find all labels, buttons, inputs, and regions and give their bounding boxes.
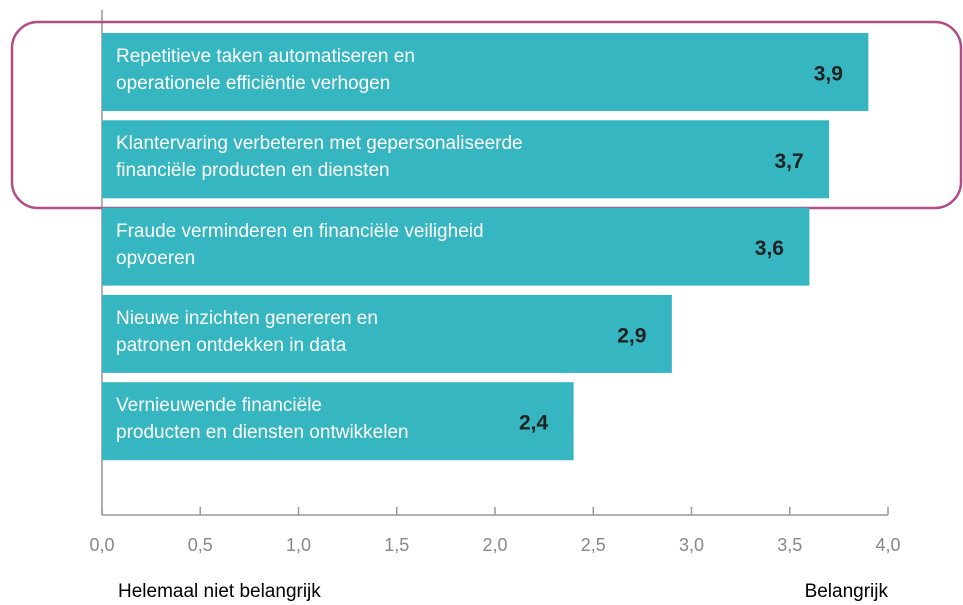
x-label-right: Belangrijk: [805, 581, 889, 602]
value-label: 2,9: [617, 324, 646, 347]
x-tick-label: 4,0: [875, 535, 900, 555]
category-label-box: Vernieuwende financiële producten en die…: [116, 395, 409, 444]
category-label: Fraude verminderen en financiële veiligh…: [116, 220, 484, 269]
bar: [102, 33, 869, 111]
value-label: 2,4: [519, 412, 549, 435]
category-label: Klantervaring verbeteren met gepersonali…: [116, 133, 523, 182]
category-label-box: Klantervaring verbeteren met gepersonali…: [116, 133, 523, 182]
category-label: Vernieuwende financiële producten en die…: [116, 395, 409, 444]
bar: [102, 120, 830, 199]
bar: [102, 207, 810, 286]
x-tick-label: 1,0: [286, 535, 311, 555]
x-tick-label: 0,5: [188, 535, 213, 555]
category-label: Nieuwe inzichten genereren en patronen o…: [116, 307, 378, 356]
x-tick-label: 3,0: [679, 535, 704, 555]
bar: [102, 294, 672, 373]
x-tick-label: 1,5: [384, 535, 409, 555]
category-label-box: Repetitieve taken automatiseren en opera…: [116, 46, 415, 94]
category-label-box: Fraude verminderen en financiële veiligh…: [116, 220, 484, 269]
category-label-box: Nieuwe inzichten genereren en patronen o…: [116, 307, 378, 356]
x-tick-label: 2,5: [581, 535, 606, 555]
value-label: 3,6: [755, 237, 784, 260]
category-label: Repetitieve taken automatiseren en opera…: [116, 46, 415, 94]
value-label: 3,7: [774, 150, 803, 173]
x-tick-label: 0,0: [89, 535, 114, 555]
x-tick-label: 3,5: [777, 535, 802, 555]
bar: [102, 382, 574, 461]
x-tick-label: 2,0: [482, 535, 507, 555]
value-label: 3,9: [814, 63, 843, 86]
x-label-left: Helemaal niet belangrijk: [118, 581, 321, 602]
